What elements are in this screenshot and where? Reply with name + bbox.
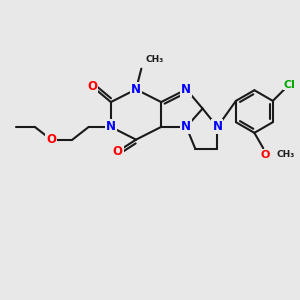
Text: CH₃: CH₃ bbox=[277, 150, 295, 159]
Text: N: N bbox=[212, 120, 222, 134]
Text: O: O bbox=[260, 150, 269, 160]
Text: CH₃: CH₃ bbox=[146, 55, 164, 64]
Text: Cl: Cl bbox=[284, 80, 296, 90]
Text: N: N bbox=[131, 83, 141, 96]
Text: O: O bbox=[46, 133, 56, 146]
Text: N: N bbox=[106, 120, 116, 134]
Text: O: O bbox=[113, 145, 123, 158]
Text: N: N bbox=[181, 83, 191, 96]
Text: N: N bbox=[181, 120, 191, 134]
Text: O: O bbox=[88, 80, 98, 93]
